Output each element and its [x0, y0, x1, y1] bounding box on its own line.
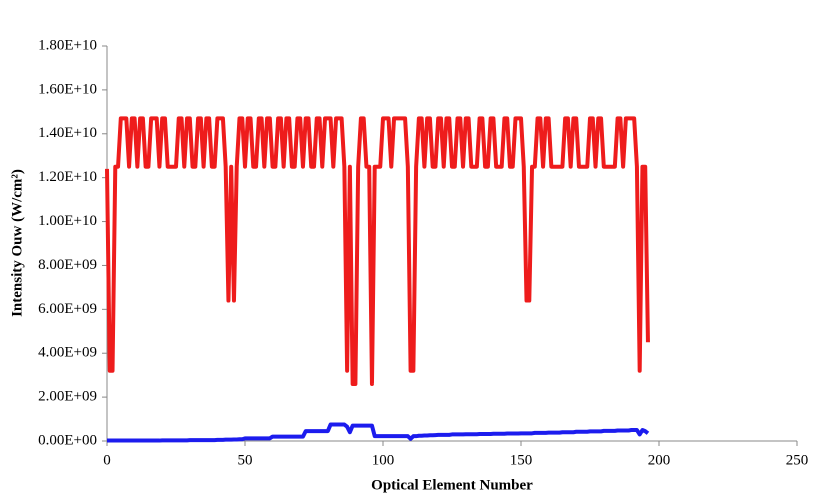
y-axis-title: Intensity Ouw (W/cm²) [9, 169, 25, 317]
x-tick-label: 200 [648, 452, 671, 468]
x-tick-label: 250 [786, 452, 809, 468]
series-line [107, 422, 650, 443]
y-tick-label: 6.00E+09 [38, 301, 97, 317]
x-tick-label: 50 [238, 452, 253, 468]
series-line [105, 116, 650, 386]
y-tick-label: 1.60E+10 [38, 81, 97, 97]
x-tick-label: 150 [510, 452, 533, 468]
x-axis-title: Optical Element Number [371, 477, 533, 493]
y-tick-label: 2.00E+09 [38, 389, 97, 405]
y-tick-label: 1.40E+10 [38, 125, 97, 141]
y-tick-label: 1.00E+10 [38, 213, 97, 229]
y-tick-label: 4.00E+09 [38, 345, 97, 361]
x-tick-label: 0 [103, 452, 111, 468]
y-tick-label: 8.00E+09 [38, 257, 97, 273]
y-tick-label: 1.20E+10 [38, 169, 97, 185]
y-tick-label: 1.80E+10 [38, 37, 97, 53]
y-tick-label: 0.00E+00 [38, 432, 97, 448]
x-tick-label: 100 [372, 452, 395, 468]
